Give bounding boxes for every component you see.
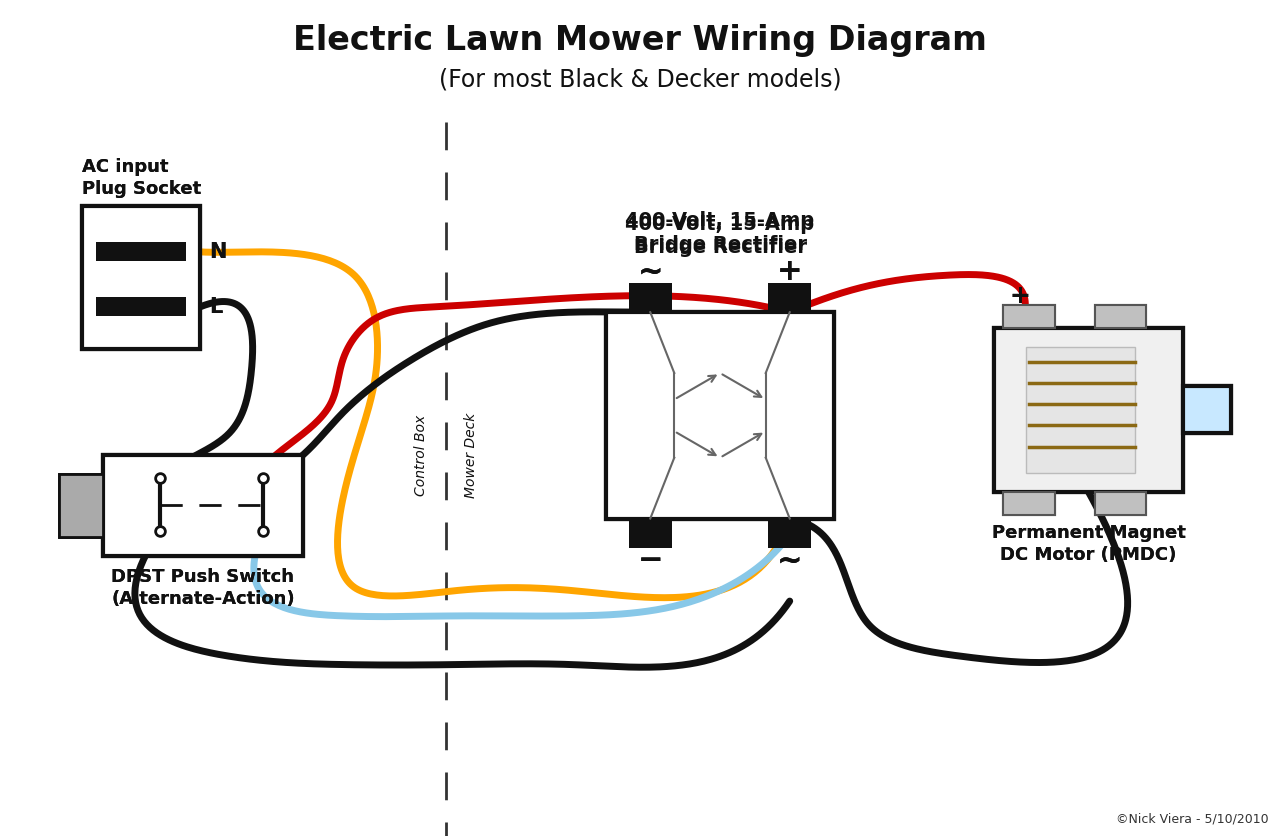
Text: 400-Volt, 15-Amp
Bridge Rectifier: 400-Volt, 15-Amp Bridge Rectifier xyxy=(626,215,814,257)
Text: N: N xyxy=(209,242,227,262)
Bar xyxy=(628,283,672,312)
Bar xyxy=(1094,305,1147,328)
Bar xyxy=(1027,347,1135,473)
Bar xyxy=(768,518,812,548)
Bar xyxy=(82,206,200,349)
Text: N: N xyxy=(209,242,227,262)
Text: L: L xyxy=(209,297,223,317)
Text: Electric Lawn Mower Wiring Diagram: Electric Lawn Mower Wiring Diagram xyxy=(293,23,987,57)
Bar xyxy=(768,283,812,312)
Bar xyxy=(1094,305,1147,328)
Text: DPST Push Switch
(Alternate-Action): DPST Push Switch (Alternate-Action) xyxy=(111,568,294,609)
Bar xyxy=(768,283,812,312)
Bar xyxy=(96,242,187,262)
Bar xyxy=(768,518,812,548)
Bar xyxy=(628,518,672,548)
Bar xyxy=(1183,386,1231,433)
Text: DPST Push Switch
(Alternate-Action): DPST Push Switch (Alternate-Action) xyxy=(111,568,294,609)
Text: ~: ~ xyxy=(777,547,803,575)
Text: (For most Black & Decker models): (For most Black & Decker models) xyxy=(439,68,841,91)
Text: AC input
Plug Socket: AC input Plug Socket xyxy=(82,158,201,198)
Bar xyxy=(59,474,102,537)
Text: ©Nick Viera - 5/10/2010: ©Nick Viera - 5/10/2010 xyxy=(1116,813,1268,825)
Bar xyxy=(628,283,672,312)
Bar xyxy=(1004,305,1055,328)
Text: ~: ~ xyxy=(777,547,803,575)
Text: L: L xyxy=(209,297,223,317)
Text: +: + xyxy=(1009,284,1030,308)
Text: AC input
Plug Socket: AC input Plug Socket xyxy=(82,158,201,198)
Bar xyxy=(995,328,1183,492)
Bar xyxy=(605,312,835,518)
Bar xyxy=(628,518,672,548)
Bar xyxy=(59,474,102,537)
Bar xyxy=(1004,492,1055,515)
Bar xyxy=(96,242,187,262)
Text: +: + xyxy=(777,257,803,287)
Bar xyxy=(1027,347,1135,473)
Bar xyxy=(1004,305,1055,328)
Bar xyxy=(995,328,1183,492)
Text: −: − xyxy=(637,547,663,575)
Text: 400-Volt, 15-Amp
Bridge Rectifier: 400-Volt, 15-Amp Bridge Rectifier xyxy=(626,212,814,254)
Text: −: − xyxy=(637,547,663,575)
Bar xyxy=(1094,492,1147,515)
Bar xyxy=(1094,492,1147,515)
Bar xyxy=(1004,492,1055,515)
Bar xyxy=(96,298,187,316)
Text: ~: ~ xyxy=(637,257,663,287)
Bar xyxy=(96,298,187,316)
Text: Control Box: Control Box xyxy=(413,415,428,496)
Text: Permanent Magnet
DC Motor (PMDC): Permanent Magnet DC Motor (PMDC) xyxy=(992,524,1185,564)
Bar xyxy=(605,312,835,518)
Text: +: + xyxy=(777,257,803,287)
Bar xyxy=(1183,386,1231,433)
Bar xyxy=(102,455,303,556)
Bar xyxy=(102,455,303,556)
Text: Mower Deck: Mower Deck xyxy=(463,412,477,497)
Bar xyxy=(82,206,200,349)
Text: ~: ~ xyxy=(637,257,663,287)
Text: Permanent Magnet
DC Motor (PMDC): Permanent Magnet DC Motor (PMDC) xyxy=(992,524,1185,564)
Text: +: + xyxy=(1009,284,1030,308)
